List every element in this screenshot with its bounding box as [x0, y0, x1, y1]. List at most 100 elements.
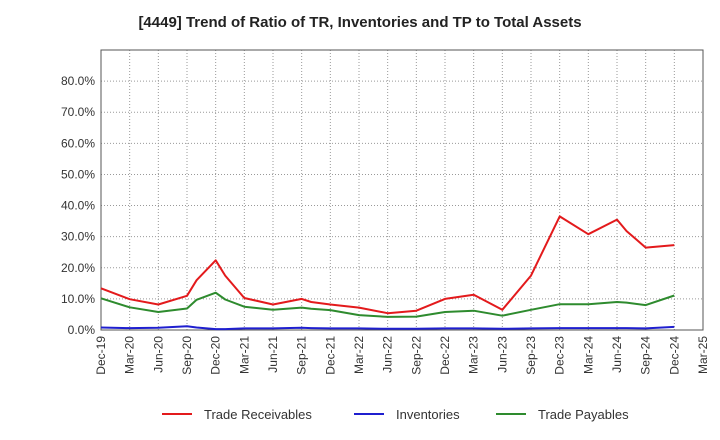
- x-tick-label: Dec-20: [209, 336, 223, 375]
- data-point-trade-receivables: [301, 298, 303, 300]
- data-point-trade-receivables: [616, 219, 618, 221]
- x-tick-label: Sep-24: [639, 336, 653, 375]
- x-tick-label: Mar-25: [696, 336, 710, 374]
- data-point-trade-payables: [272, 309, 274, 311]
- data-point-trade-receivables: [530, 275, 532, 277]
- data-point-trade-payables: [559, 303, 561, 305]
- data-point-trade-receivables: [215, 259, 217, 261]
- data-point-inventories: [196, 327, 198, 329]
- data-point-trade-receivables: [673, 244, 675, 246]
- x-tick-label: Jun-22: [381, 336, 395, 373]
- x-tick-label: Sep-22: [409, 336, 423, 375]
- data-point-trade-payables: [444, 311, 446, 313]
- data-point-trade-receivables: [645, 247, 647, 249]
- data-point-trade-receivables: [559, 215, 561, 217]
- data-point-trade-payables: [196, 299, 198, 301]
- data-point-inventories: [100, 327, 102, 329]
- data-point-trade-payables: [645, 304, 647, 306]
- data-point-trade-payables: [129, 306, 131, 308]
- data-point-trade-payables: [301, 307, 303, 309]
- y-tick-label: 50.0%: [61, 167, 95, 181]
- data-point-inventories: [559, 327, 561, 329]
- y-tick-label: 0.0%: [68, 323, 96, 337]
- data-point-trade-receivables: [196, 279, 198, 281]
- x-tick-label: Sep-21: [295, 336, 309, 375]
- data-point-trade-payables: [186, 308, 188, 310]
- data-point-trade-receivables: [129, 298, 131, 300]
- data-point-trade-payables: [530, 309, 532, 311]
- data-point-trade-receivables: [626, 230, 628, 232]
- data-point-trade-payables: [673, 294, 675, 296]
- data-point-trade-receivables: [387, 312, 389, 314]
- data-point-inventories: [129, 327, 131, 329]
- series-line-inventories: [100, 325, 675, 331]
- data-point-inventories: [301, 327, 303, 329]
- data-point-inventories: [157, 327, 159, 329]
- data-point-inventories: [186, 325, 188, 327]
- x-tick-label: Mar-23: [467, 336, 481, 374]
- series-line-trade-receivables: [100, 215, 675, 315]
- data-point-trade-receivables: [310, 301, 312, 303]
- data-point-inventories: [310, 327, 312, 329]
- x-tick-label: Dec-23: [553, 336, 567, 375]
- data-point-inventories: [387, 328, 389, 330]
- data-point-inventories: [243, 327, 245, 329]
- data-point-trade-receivables: [243, 297, 245, 299]
- y-tick-label: 60.0%: [61, 136, 95, 150]
- x-tick-label: Sep-23: [524, 336, 538, 375]
- data-point-trade-receivables: [444, 298, 446, 300]
- x-tick-label: Dec-22: [438, 336, 452, 375]
- x-tick-label: Sep-20: [180, 336, 194, 375]
- data-point-inventories: [587, 327, 589, 329]
- data-point-trade-receivables: [473, 294, 475, 296]
- x-tick-label: Dec-19: [94, 336, 108, 375]
- data-point-inventories: [626, 327, 628, 329]
- data-point-trade-payables: [587, 303, 589, 305]
- data-point-inventories: [224, 328, 226, 330]
- x-tick-label: Mar-22: [352, 336, 366, 374]
- y-tick-label: 80.0%: [61, 74, 95, 88]
- data-point-trade-payables: [473, 310, 475, 312]
- plot-frame: [100, 49, 704, 331]
- data-point-trade-payables: [157, 311, 159, 313]
- x-tick-label: Jun-24: [610, 336, 624, 373]
- y-tick-label: 20.0%: [61, 261, 95, 275]
- data-point-trade-receivables: [224, 275, 226, 277]
- data-point-trade-payables: [100, 297, 102, 299]
- data-point-trade-payables: [243, 306, 245, 308]
- data-point-inventories: [215, 328, 217, 330]
- data-point-trade-payables: [358, 314, 360, 316]
- data-point-trade-receivables: [415, 310, 417, 312]
- y-tick-label: 10.0%: [61, 292, 95, 306]
- data-point-trade-payables: [626, 302, 628, 304]
- data-point-trade-receivables: [329, 303, 331, 305]
- data-point-inventories: [645, 327, 647, 329]
- data-point-trade-receivables: [186, 295, 188, 297]
- data-point-trade-receivables: [272, 303, 274, 305]
- data-point-trade-receivables: [100, 287, 102, 289]
- data-point-trade-receivables: [358, 307, 360, 309]
- x-tick-label: Jun-21: [266, 336, 280, 373]
- data-point-inventories: [272, 327, 274, 329]
- data-point-inventories: [616, 327, 618, 329]
- data-point-inventories: [673, 326, 675, 328]
- data-point-trade-payables: [415, 316, 417, 318]
- x-tick-label: Mar-21: [237, 336, 251, 374]
- x-tick-label: Mar-24: [581, 336, 595, 374]
- data-point-inventories: [415, 328, 417, 330]
- plot-area: [101, 50, 703, 330]
- data-point-trade-payables: [310, 308, 312, 310]
- data-point-inventories: [530, 327, 532, 329]
- data-point-inventories: [501, 328, 503, 330]
- data-point-trade-payables: [329, 309, 331, 311]
- series-line-trade-payables: [100, 291, 675, 318]
- legend-label-trade-receivables: Trade Receivables: [204, 407, 312, 422]
- data-point-trade-receivables: [501, 309, 503, 311]
- y-tick-label: 70.0%: [61, 105, 95, 119]
- data-point-inventories: [444, 327, 446, 329]
- data-point-trade-payables: [387, 316, 389, 318]
- x-tick-label: Dec-24: [667, 336, 681, 375]
- data-point-inventories: [329, 327, 331, 329]
- chart-title: [4449] Trend of Ratio of TR, Inventories…: [138, 14, 582, 31]
